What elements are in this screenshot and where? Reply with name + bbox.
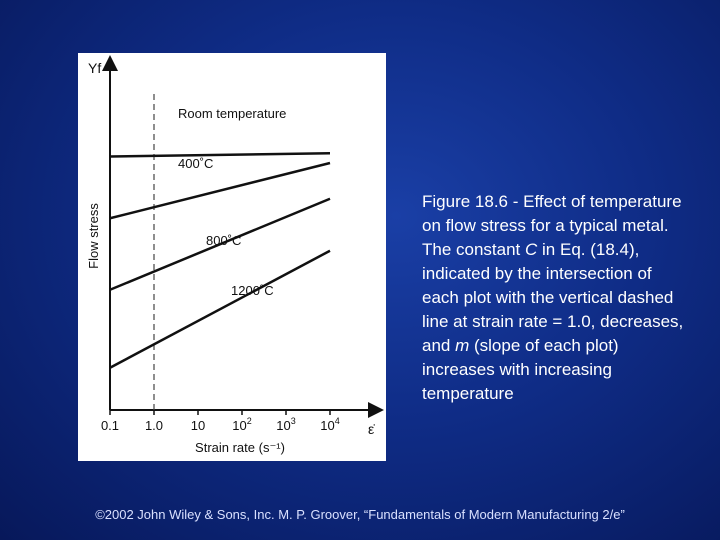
caption-m-symbol: m (455, 336, 470, 355)
series-label-room-temperature: Room temperature (178, 106, 286, 121)
flow-stress-chart: Room temperature 400˚C 800˚C 1200˚C 0.1 1.0 1… (86, 55, 384, 455)
series-label-1200-c: 1200˚C (231, 283, 274, 298)
series-line-1200-c (109, 249, 331, 369)
x-axis-symbol: ε̇ (368, 421, 375, 437)
series-line-400-c (109, 161, 331, 220)
series-label-800-c: 800˚C (206, 233, 241, 248)
y-axis-label: Flow stress (86, 203, 101, 269)
chart-panel: Room temperature 400˚C 800˚C 1200˚C 0.1 1.0 1… (78, 53, 386, 461)
caption-text-2: in Eq. (18.4), indicated by the intersec… (422, 240, 684, 355)
series-line-800-c (109, 197, 331, 291)
y-axis-symbol: Yf (88, 60, 101, 76)
x-tick-label: 1.0 (145, 418, 163, 433)
figure-caption: Figure 18.6 ‑ Effect of temperature on f… (422, 190, 687, 406)
x-tick-label: 103 (276, 416, 295, 433)
series-label-400-c: 400˚C (178, 156, 213, 171)
x-tick-label: 0.1 (101, 418, 119, 433)
caption-c-symbol: C (525, 240, 538, 259)
x-tick-label: 102 (232, 416, 251, 433)
series-line-room-temperature (109, 152, 331, 158)
x-tick-label: 10 (191, 418, 205, 433)
x-axis-label: Strain rate (s⁻¹) (195, 440, 285, 455)
caption-text-1: Figure 18.6 ‑ Effect of temperature on f… (422, 192, 682, 259)
x-tick-label: 104 (320, 416, 339, 433)
caption-text-3: (slope of each plot) increases with incr… (422, 336, 619, 403)
copyright-footer: ©2002 John Wiley & Sons, Inc. M. P. Groo… (95, 507, 625, 522)
